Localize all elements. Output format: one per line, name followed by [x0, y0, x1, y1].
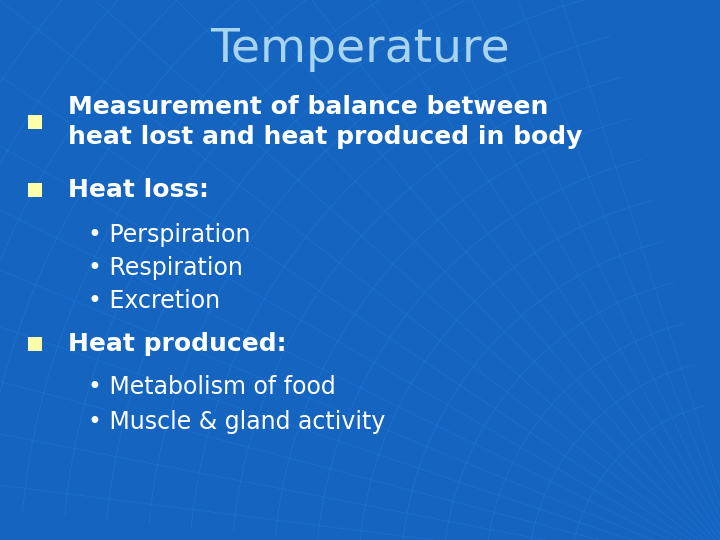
Text: • Excretion: • Excretion — [88, 289, 220, 313]
Text: • Muscle & gland activity: • Muscle & gland activity — [88, 410, 385, 434]
Text: Heat loss:: Heat loss: — [68, 178, 209, 202]
Text: • Respiration: • Respiration — [88, 256, 243, 280]
Text: Heat produced:: Heat produced: — [68, 332, 287, 356]
Text: • Metabolism of food: • Metabolism of food — [88, 375, 336, 399]
Bar — [28, 337, 42, 351]
Bar — [28, 183, 42, 197]
Bar — [28, 115, 42, 129]
Text: • Perspiration: • Perspiration — [88, 223, 251, 247]
Text: Temperature: Temperature — [210, 28, 510, 72]
Text: Measurement of balance between
heat lost and heat produced in body: Measurement of balance between heat lost… — [68, 94, 582, 150]
